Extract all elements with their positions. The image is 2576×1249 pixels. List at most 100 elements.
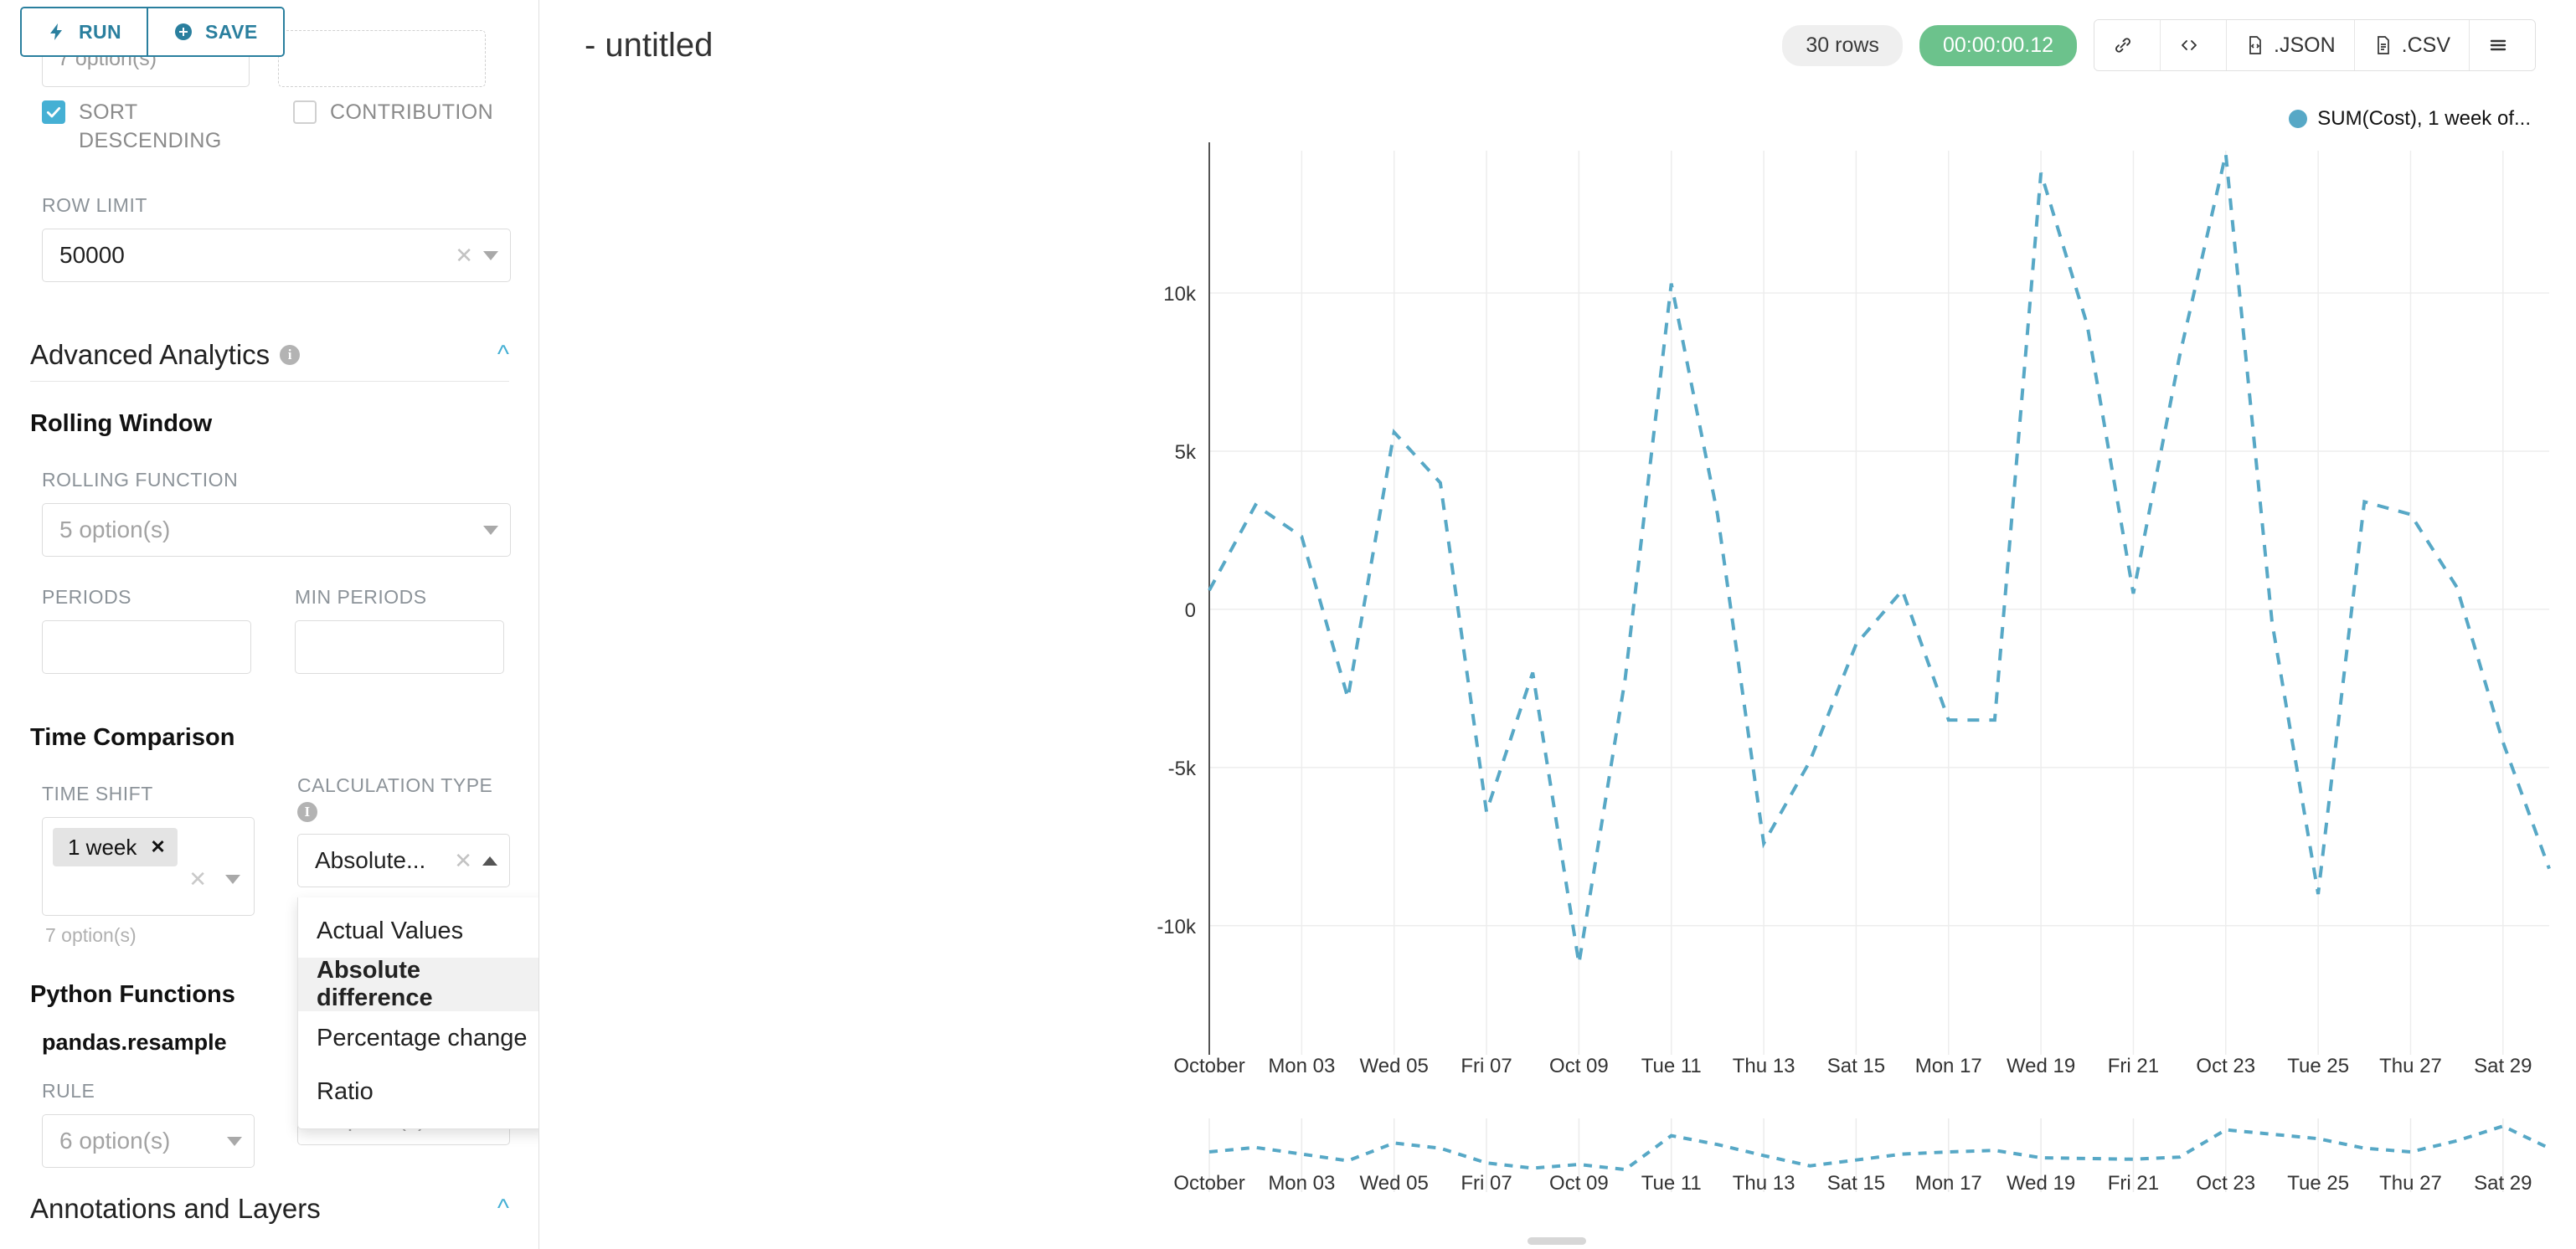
sort-descending-label: SORT DESCENDING	[79, 100, 222, 152]
min-periods-label: MIN PERIODS	[295, 586, 427, 608]
advanced-analytics-header[interactable]: Advanced Analytics i ^	[30, 339, 509, 371]
row-limit-label: ROW LIMIT	[42, 194, 147, 216]
chevron-down-icon	[225, 875, 240, 884]
run-save-bar: RUN SAVE	[20, 7, 285, 57]
x-tick-label: Wed 19	[2006, 1055, 2076, 1077]
overview-x-tick-label: Thu 13	[1732, 1172, 1795, 1195]
download-csv-button[interactable]: .CSV	[2354, 20, 2470, 70]
periods-control: PERIODS	[42, 586, 251, 674]
rolling-window-title: Rolling Window	[30, 410, 213, 437]
time-comparison-title: Time Comparison	[30, 724, 235, 751]
embed-code-button[interactable]	[2161, 20, 2228, 70]
remove-tag-icon[interactable]: ✕	[150, 836, 166, 857]
time-shift-tag-label: 1 week	[68, 834, 137, 860]
share-link-button[interactable]	[2094, 20, 2161, 70]
annotations-header[interactable]: Annotations and Layers ^	[30, 1193, 509, 1225]
more-menu-button[interactable]	[2470, 20, 2535, 70]
download-csv-label: .CSV	[2401, 33, 2450, 57]
dropdown-option-ratio[interactable]: Ratio	[317, 1077, 374, 1105]
periods-input[interactable]	[42, 620, 251, 674]
clear-icon[interactable]: ✕	[454, 847, 472, 873]
annotations-title: Annotations and Layers	[30, 1193, 321, 1224]
bolt-icon	[47, 22, 67, 42]
rolling-function-label: ROLLING FUNCTION	[42, 469, 239, 491]
clear-icon[interactable]: ✕	[455, 242, 473, 268]
time-shift-control: TIME SHIFT 1 week ✕ ✕ 7 option(s)	[42, 783, 255, 947]
dropdown-option-absolute-difference[interactable]: Absolute difference	[298, 957, 538, 1011]
overview-x-tick-label: Wed 05	[1359, 1172, 1429, 1195]
x-tick-label: Fri 21	[2107, 1055, 2160, 1077]
chart-plot[interactable]: -10k -5k 0 5k 10k	[539, 134, 2576, 1055]
rolling-function-control: ROLLING FUNCTION 5 option(s)	[42, 469, 511, 557]
chevron-up-icon[interactable]: ^	[497, 341, 509, 368]
calculation-type-select[interactable]: Absolute... ✕	[297, 834, 510, 887]
checkbox-checked-icon	[42, 100, 65, 124]
x-tick-label: Tue 25	[2287, 1055, 2350, 1077]
rows-badge: 30 rows	[1782, 24, 1903, 66]
sort-descending-checkbox[interactable]: SORT DESCENDING	[42, 99, 293, 156]
calculation-type-dropdown[interactable]: Actual Values Absolute difference Percen…	[297, 897, 538, 1129]
chart-legend[interactable]: SUM(Cost), 1 week of...	[2289, 107, 2531, 131]
action-button-group: .JSON .CSV	[2094, 19, 2536, 71]
page-title: - untitled	[585, 26, 714, 64]
svg-text:0: 0	[1185, 599, 1196, 622]
overview-x-tick-label: Mon 17	[1914, 1172, 1982, 1195]
overview-x-tick-label: Wed 19	[2006, 1172, 2076, 1195]
x-tick-label: Oct 23	[2196, 1055, 2256, 1077]
x-tick-label: Sat 29	[2474, 1055, 2532, 1077]
save-button[interactable]: SAVE	[148, 8, 283, 55]
run-button[interactable]: RUN	[22, 8, 147, 55]
time-shift-hint: 7 option(s)	[45, 924, 137, 946]
advanced-analytics-title-wrap: Advanced Analytics i	[30, 339, 301, 371]
checkbox-row: SORT DESCENDING CONTRIBUTION	[42, 99, 528, 156]
timer-badge: 00:00:00.12	[1919, 24, 2078, 66]
time-shift-tag[interactable]: 1 week ✕	[53, 828, 178, 866]
x-tick-label: Thu 27	[2379, 1055, 2442, 1077]
chart-area: - untitled 30 rows 00:00:00.12	[539, 0, 2576, 1249]
cutoff-select-right[interactable]	[278, 30, 486, 87]
overview-x-tick-label: Oct 23	[2196, 1172, 2256, 1195]
dropdown-option-percentage-change[interactable]: Percentage change	[317, 1024, 528, 1051]
row-limit-value: 50000	[59, 242, 125, 268]
contribution-checkbox[interactable]: CONTRIBUTION	[293, 99, 493, 156]
x-tick-label: Mon 17	[1914, 1055, 1982, 1077]
svg-text:-10k: -10k	[1157, 916, 1197, 938]
overview-x-tick-label: Mon 03	[1268, 1172, 1336, 1195]
info-icon[interactable]: i	[297, 802, 317, 822]
horizontal-scrollbar[interactable]	[1528, 1237, 1586, 1245]
chart-x-axis: October Mon 03 Wed 05 Fri 07 Oct 09 Tue 11 Thu…	[539, 1055, 2576, 1093]
chevron-down-icon	[227, 1136, 242, 1146]
pandas-resample-label: pandas.resample	[42, 1030, 227, 1055]
svg-text:10k: 10k	[1163, 283, 1197, 306]
rolling-function-select[interactable]: 5 option(s)	[42, 503, 511, 557]
save-button-label: SAVE	[205, 20, 258, 43]
x-tick-label: Thu 13	[1732, 1055, 1795, 1077]
chevron-up-icon[interactable]: ^	[497, 1195, 509, 1222]
time-shift-multiselect[interactable]: 1 week ✕ ✕	[42, 817, 255, 916]
chevron-down-icon	[483, 250, 498, 260]
legend-color-swatch	[2289, 110, 2308, 128]
info-icon[interactable]: i	[280, 345, 301, 365]
clear-icon[interactable]: ✕	[188, 866, 207, 892]
x-tick-label: Oct 09	[1549, 1055, 1609, 1077]
dropdown-option-actual-values[interactable]: Actual Values	[317, 917, 464, 944]
overview-x-tick-label: Tue 25	[2287, 1172, 2350, 1195]
min-periods-input[interactable]	[295, 620, 504, 674]
link-icon	[2113, 35, 2133, 55]
overview-x-tick-label: Fri 21	[2107, 1172, 2160, 1195]
x-tick-label: October	[1173, 1055, 1245, 1077]
overview-x-tick-label: Thu 27	[2379, 1172, 2442, 1195]
rule-select[interactable]: 6 option(s)	[42, 1114, 255, 1168]
run-button-label: RUN	[79, 20, 122, 43]
rule-placeholder: 6 option(s)	[59, 1128, 171, 1154]
time-shift-tools: ✕	[188, 866, 240, 892]
plus-circle-icon	[173, 22, 193, 42]
overview-x-tick-label: Sat 29	[2474, 1172, 2532, 1195]
row-limit-select[interactable]: 50000 ✕	[42, 229, 511, 282]
overview-x-tick-label: Fri 07	[1461, 1172, 1512, 1195]
chart-range-overview[interactable]	[539, 1105, 2576, 1197]
overview-x-axis: October Mon 03 Wed 05 Fri 07 Oct 09 Tue 11 Thu…	[539, 1172, 2576, 1205]
csv-file-icon	[2373, 35, 2393, 55]
download-json-button[interactable]: .JSON	[2227, 20, 2355, 70]
